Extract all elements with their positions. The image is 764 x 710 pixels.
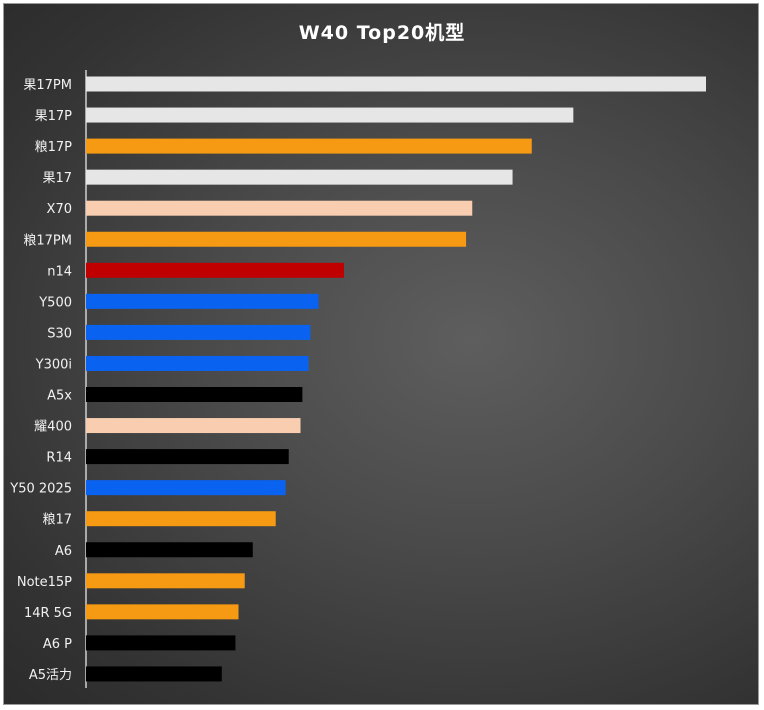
category-label: A5x <box>47 389 72 404</box>
category-label: 14R 5G <box>24 606 72 621</box>
category-label: A6 P <box>43 637 72 652</box>
bar-3 <box>86 138 532 154</box>
bar-11 <box>86 387 303 402</box>
bar-7 <box>86 262 344 278</box>
category-label: 果17P <box>35 109 73 124</box>
bar-1 <box>86 76 706 92</box>
category-label: Y300i <box>35 357 72 372</box>
bar-8 <box>86 293 319 309</box>
category-label: 果17 <box>42 171 72 186</box>
bar-19 <box>86 635 236 651</box>
chart-title: W40 Top20机型 <box>298 22 466 44</box>
bar-18 <box>86 604 239 620</box>
bar-4 <box>86 169 513 185</box>
category-label: 耀400 <box>34 420 72 435</box>
bar-2 <box>86 107 574 123</box>
category-label: A5活力 <box>29 668 72 683</box>
category-label: 果17PM <box>23 78 72 93</box>
bar-20 <box>86 666 222 682</box>
category-label: A6 <box>55 544 72 559</box>
category-label: n14 <box>47 264 72 279</box>
bar-12 <box>86 418 301 434</box>
category-label: 粮17P <box>35 140 73 155</box>
bar-16 <box>86 542 253 558</box>
category-label: Note15P <box>17 575 72 590</box>
category-label: Y500 <box>38 295 72 310</box>
category-label: 粮17PM <box>23 233 72 248</box>
category-label: R14 <box>46 451 72 466</box>
bar-9 <box>86 324 311 340</box>
category-label: Y50 2025 <box>9 482 72 497</box>
bar-17 <box>86 573 245 589</box>
bar-15 <box>86 511 276 527</box>
bar-6 <box>86 231 467 247</box>
bar-5 <box>86 200 473 216</box>
category-label: 粮17 <box>42 513 72 528</box>
category-label: S30 <box>47 326 72 341</box>
bar-13 <box>86 449 289 465</box>
bar-14 <box>86 480 286 496</box>
bar-10 <box>86 355 309 371</box>
category-label: X70 <box>47 202 72 217</box>
